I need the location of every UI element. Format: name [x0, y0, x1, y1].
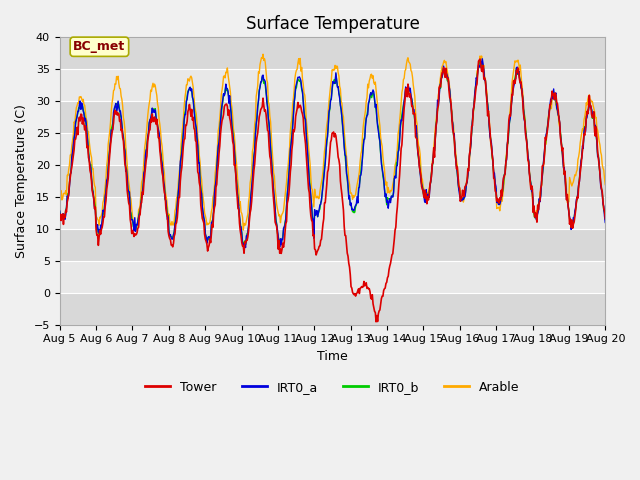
Bar	[60, 101, 605, 133]
Bar	[60, 69, 605, 101]
Title: Surface Temperature: Surface Temperature	[246, 15, 419, 33]
Bar	[60, 261, 605, 293]
Legend: Tower, IRT0_a, IRT0_b, Arable: Tower, IRT0_a, IRT0_b, Arable	[140, 376, 525, 399]
Bar	[60, 37, 605, 69]
Text: BC_met: BC_met	[74, 40, 125, 53]
Bar	[60, 229, 605, 261]
Y-axis label: Surface Temperature (C): Surface Temperature (C)	[15, 104, 28, 258]
X-axis label: Time: Time	[317, 350, 348, 363]
Bar	[60, 197, 605, 229]
Bar	[60, 133, 605, 165]
Bar	[60, 165, 605, 197]
Bar	[60, 293, 605, 324]
